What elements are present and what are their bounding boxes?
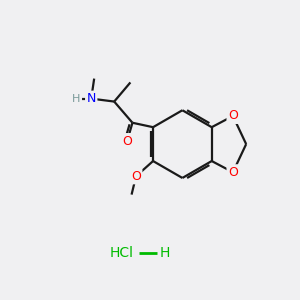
- Text: O: O: [228, 110, 238, 122]
- Text: O: O: [131, 170, 141, 183]
- Text: HCl: HCl: [110, 246, 134, 260]
- Text: O: O: [122, 134, 132, 148]
- Text: O: O: [228, 166, 238, 179]
- Text: H: H: [160, 246, 170, 260]
- Text: N: N: [86, 92, 96, 105]
- Text: H: H: [72, 94, 81, 103]
